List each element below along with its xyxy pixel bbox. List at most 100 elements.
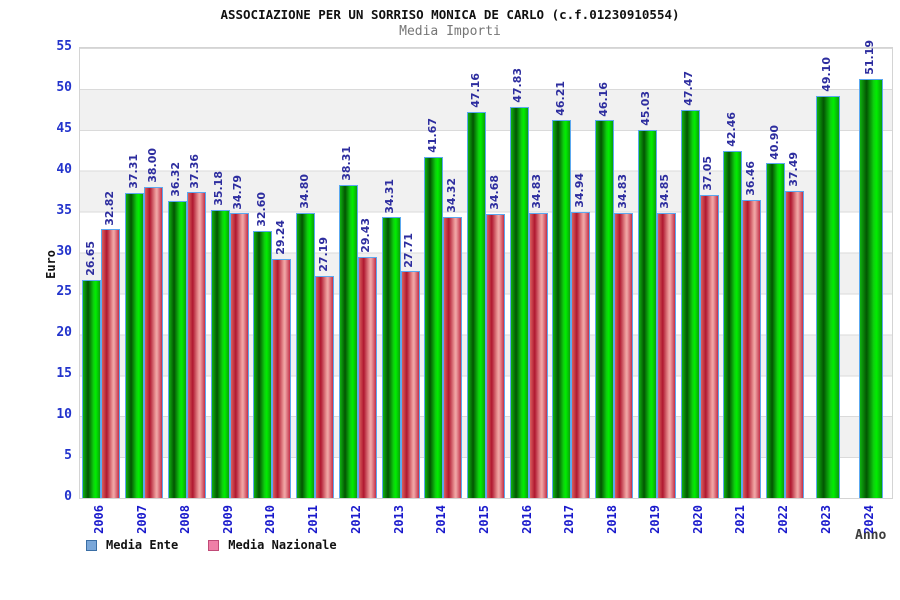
x-axis-tick-label-2017: 2017: [562, 505, 577, 534]
legend-swatch-media-ente: [86, 539, 97, 551]
bar-value-label: 36.32: [169, 162, 183, 197]
y-axis-tick-label: 40: [56, 161, 72, 177]
x-axis-tick-label-2013: 2013: [391, 505, 406, 534]
bar-value-label: 27.71: [402, 232, 416, 268]
y-axis-tick-label: 50: [56, 79, 72, 95]
bar-media-ente-2021: [723, 150, 743, 498]
x-axis-tick-label-2015: 2015: [477, 505, 491, 534]
x-axis-title: Anno: [855, 528, 887, 543]
bar-media-nazionale-2009: [229, 213, 249, 498]
bar-value-label: 34.94: [572, 173, 586, 209]
bar-value-label: 32.82: [102, 190, 116, 226]
bar-value-label: 34.83: [615, 174, 629, 210]
chart-title: ASSOCIAZIONE PER UN SORRISO MONICA DE CA…: [220, 7, 680, 22]
bar-media-ente-2011: [296, 213, 316, 498]
bar-media-ente-2014: [424, 157, 444, 498]
legend: Media Ente Media Nazionale: [86, 538, 337, 552]
x-axis-tick-label-2009: 2009: [220, 505, 235, 534]
bar-value-label: 37.49: [786, 152, 800, 188]
bar-value-label: 47.47: [682, 70, 696, 106]
bar-value-label: 35.18: [212, 171, 226, 207]
x-axis-tick-label-2016: 2016: [519, 505, 534, 534]
x-axis-tick-label-2007: 2007: [135, 505, 150, 534]
bar-value-label: 47.83: [511, 67, 525, 103]
x-axis-tick-label-2023: 2023: [818, 505, 833, 534]
y-axis-tick-label: 25: [56, 284, 72, 300]
bar-media-ente-2019: [637, 129, 657, 498]
bar-value-label: 34.80: [297, 174, 311, 210]
legend-label-media-nazionale: Media Nazionale: [228, 538, 337, 552]
bar-value-label: 41.67: [425, 118, 439, 154]
bar-value-label: 34.85: [658, 174, 672, 209]
x-axis-tick-label-2019: 2019: [647, 505, 662, 534]
bar-value-label: 34.31: [383, 178, 397, 214]
bar-value-label: 40.90: [767, 124, 781, 160]
x-axis-tick-label-2011: 2011: [306, 505, 321, 534]
y-axis-tick-label: 15: [56, 366, 72, 382]
bar-value-label: 34.83: [530, 174, 544, 210]
bar-media-ente-2023: [815, 96, 840, 498]
plot-area: 26.65 32.82 37.31 38.00 36.32 37.36 35.18 34.79…: [79, 40, 893, 499]
bar-media-ente-2012: [338, 184, 358, 498]
bar-value-label: 37.05: [701, 156, 715, 191]
bar-value-label: 26.65: [83, 241, 97, 276]
bar-media-ente-2015: [467, 112, 486, 498]
bar-media-nazionale-2019: [656, 212, 676, 498]
bar-value-label: 38.00: [145, 148, 159, 184]
y-axis-tick-label: 20: [56, 325, 72, 341]
bar-value-label: 38.31: [340, 145, 354, 181]
y-axis-tick-label: 55: [56, 39, 72, 54]
bar-media-ente-2008: [167, 200, 187, 498]
bar-value-label: 42.46: [724, 111, 738, 147]
bar-value-label: 37.31: [126, 153, 140, 189]
x-axis-tick-label-2018: 2018: [605, 505, 620, 534]
bar-value-label: 29.43: [359, 218, 373, 254]
bar-media-nazionale-2016: [528, 213, 548, 498]
x-axis-tick-label-2014: 2014: [434, 505, 449, 534]
bar-value-label: 34.32: [444, 178, 458, 214]
x-axis-tick-label-2022: 2022: [776, 505, 791, 534]
bar-value-label: 37.36: [188, 153, 202, 189]
bar-media-nazionale-2018: [614, 213, 634, 498]
legend-item-media-nazionale: Media Nazionale: [208, 538, 337, 552]
bar-value-label: 49.10: [819, 57, 833, 93]
bar-value-label: 27.19: [316, 236, 330, 272]
bar-media-nazionale-2022: [785, 191, 805, 498]
x-axis-tick-label-2012: 2012: [348, 505, 363, 534]
x-axis-tick-label-2008: 2008: [177, 505, 192, 534]
bar-media-nazionale-2007: [144, 187, 164, 498]
bar-media-ente-2018: [595, 120, 615, 498]
bar-value-label: 34.79: [231, 174, 245, 210]
bar-value-label: 46.16: [596, 81, 610, 117]
bar-media-nazionale-2008: [186, 192, 206, 498]
bar-value-label: 29.24: [273, 219, 287, 255]
bar-value-label: 34.68: [487, 175, 501, 211]
x-axis-tick-label-2024: 2024: [861, 505, 876, 534]
legend-swatch-media-nazionale: [208, 539, 220, 551]
y-axis-tick-label: 10: [56, 407, 72, 423]
x-axis-tick-label-2021: 2021: [733, 505, 748, 534]
y-axis-tick-label: 5: [64, 448, 72, 464]
bar-media-nazionale-2006: [101, 229, 121, 498]
y-axis-tick-label: 30: [56, 243, 72, 259]
bar-media-nazionale-2020: [699, 194, 719, 498]
bar-media-nazionale-2013: [400, 271, 420, 498]
bar-media-ente-2010: [253, 231, 273, 498]
bar-media-ente-2016: [509, 106, 529, 498]
bar-media-nazionale-2015: [486, 214, 505, 498]
y-axis-tick-label: 0: [64, 489, 72, 504]
bar-media-ente-2009: [210, 210, 230, 498]
bar-media-ente-2024: [858, 79, 883, 498]
bar-media-ente-2006: [82, 279, 102, 498]
chart-subtitle: Media Importi: [399, 24, 501, 39]
legend-label-media-ente: Media Ente: [106, 538, 179, 552]
bar-media-ente-2022: [766, 163, 786, 498]
bar-media-nazionale-2012: [357, 257, 377, 498]
legend-item-media-ente: Media Ente: [86, 538, 178, 552]
bar-media-ente-2013: [381, 217, 401, 498]
bar-value-label: 46.21: [553, 81, 567, 116]
bar-media-nazionale-2014: [443, 217, 463, 498]
bar-value-label: 32.60: [254, 192, 268, 228]
bar-value-label: 47.16: [468, 73, 482, 109]
